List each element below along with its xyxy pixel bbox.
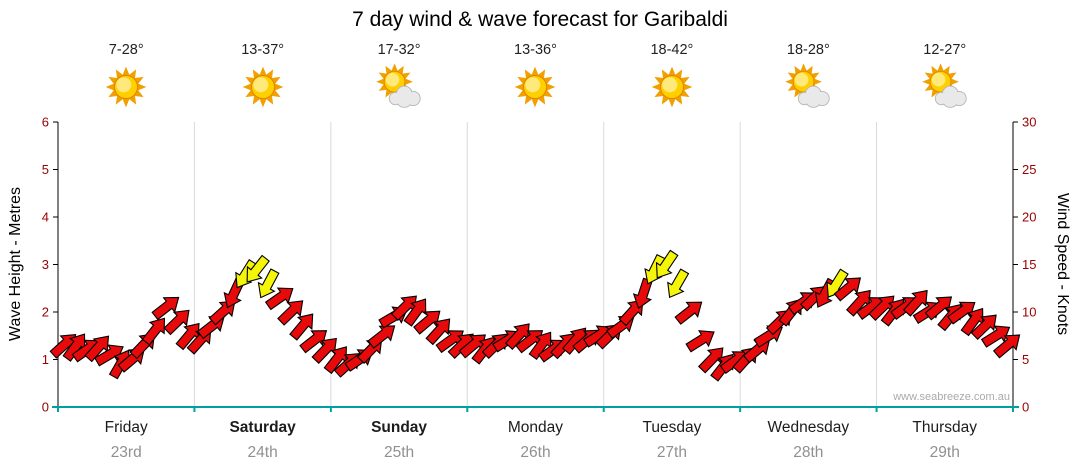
wind-arrow [235,258,258,289]
temperature-range: 13-36° [514,42,557,58]
day-summary: 18-42° [604,42,740,112]
wind-arrow [667,268,690,299]
weather-icon [58,64,194,112]
svg-text:1: 1 [42,352,49,367]
temperature-range: 17-32° [377,42,421,58]
wind-arrow [902,289,928,317]
daily-summary-row: 7-28° 13-37° 17-32° 13-36° 18-42° 18-28°… [58,42,1013,112]
wind-arrow [618,299,644,327]
svg-text:10: 10 [1022,305,1036,320]
svg-text:4: 4 [42,210,49,225]
wind-arrow [299,330,328,354]
day-label: Wednesday [767,419,850,436]
day-summary: 13-37° [194,42,330,112]
weather-icon [604,64,740,112]
day-summary: 7-28° [58,42,194,112]
day-summary: 17-32° [331,42,467,112]
wind-arrow [277,300,304,326]
svg-text:0: 0 [1022,400,1029,415]
weather-icon [194,64,330,112]
wind-arrow [151,296,180,321]
day-label: Tuesday [642,419,702,436]
day-summary: 12-27° [877,42,1013,112]
wind-arrow [141,317,166,346]
day-labels-row: Friday Saturday Sunday Monday Tuesday We… [58,419,1013,437]
wind-arrow [980,325,1011,348]
partly-cloudy-icon [921,63,967,108]
day-label: Monday [507,419,564,436]
temperature-range: 13-37° [241,42,285,58]
day-summary: 13-36° [467,42,603,112]
temperature-range: 7-28° [108,42,144,58]
svg-text:5: 5 [42,162,49,177]
partly-cloudy-icon [376,63,421,108]
wind-arrow [94,344,124,367]
date-label: 29th [929,444,960,461]
day-label: Thursday [912,419,978,436]
date-label: 28th [793,444,824,461]
sunny-icon [105,66,147,108]
sunny-icon [242,66,283,108]
date-label: 27th [656,444,687,461]
wind-arrow [924,296,953,321]
wind-arrow [246,254,270,283]
day-label: Sunday [371,419,428,436]
day-label: Saturday [229,419,296,436]
weather-icon [877,63,1013,112]
wind-arrow [674,301,703,325]
svg-text:20: 20 [1022,210,1036,225]
wind-arrow [833,277,862,302]
svg-text:3: 3 [42,257,49,272]
svg-text:0: 0 [42,400,49,415]
wind-arrow [425,318,451,346]
date-label: 24th [247,444,278,461]
svg-text:6: 6 [42,115,49,130]
day-summary: 18-28° [740,42,876,112]
svg-text:25: 25 [1022,162,1036,177]
day-label: Friday [104,419,148,436]
svg-text:5: 5 [1022,352,1029,367]
wind-arrow [163,309,190,336]
date-labels-row: 23rd 24th 25th 26th 27th 28th 29th [58,444,1013,462]
svg-text:15: 15 [1022,257,1036,272]
wind-arrow [992,334,1021,359]
wind-arrow [947,301,976,325]
wind-arrow [403,298,427,327]
wind-arrow [685,330,715,353]
sunny-icon [515,66,556,108]
temperature-range: 18-28° [786,42,830,58]
wind-arrow [413,310,441,335]
weather-icon [467,64,603,112]
watermark: www.seabreeze.com.au [893,391,1010,403]
wind-arrow [970,314,997,341]
date-label: 25th [383,444,415,461]
weather-icon [331,63,467,112]
date-label: 26th [520,444,551,461]
svg-text:2: 2 [42,305,49,320]
svg-text:30: 30 [1022,115,1036,130]
date-label: 23rd [110,444,142,461]
wind-arrow [289,313,314,341]
partly-cloudy-icon [785,63,830,108]
page-title: 7 day wind & wave forecast for Garibaldi [352,8,728,31]
wind-arrow [655,249,679,279]
temperature-range: 12-27° [923,42,967,58]
wind-arrow [257,268,280,299]
weather-icon [740,63,876,112]
sunny-icon [651,66,693,108]
wind-arrow [367,325,396,349]
temperature-range: 18-42° [650,42,694,58]
